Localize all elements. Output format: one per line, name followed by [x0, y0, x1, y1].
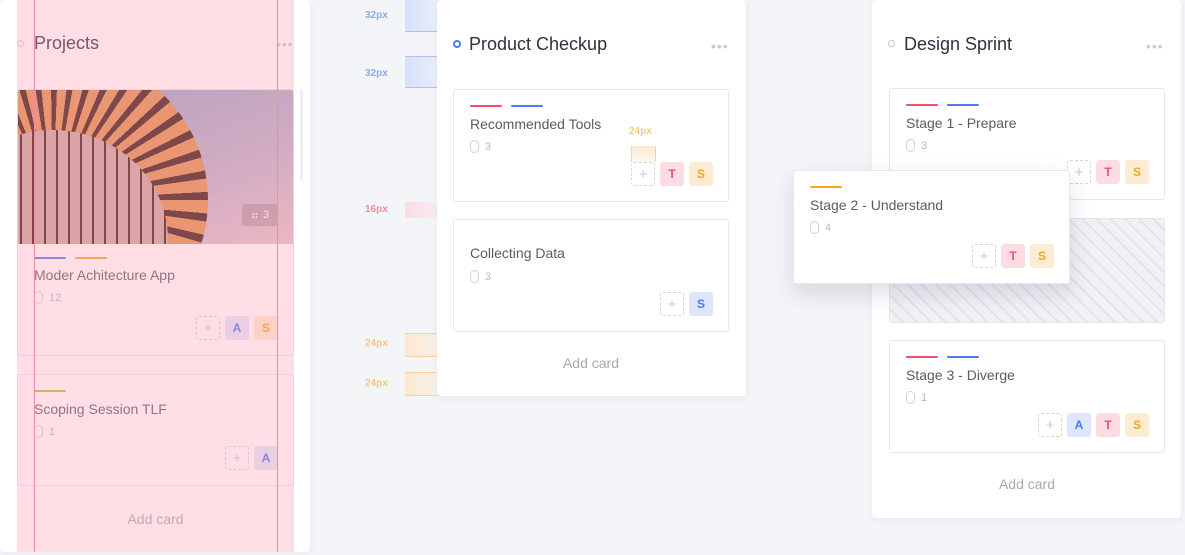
avatar[interactable]: T — [1001, 244, 1025, 268]
paperclip-icon — [906, 139, 915, 152]
dragging-card[interactable]: Stage 2 - Understand 4 + T S — [793, 170, 1070, 284]
card[interactable]: Stage 3 - Diverge 1 + A T S — [889, 340, 1165, 453]
spacing-marker — [631, 146, 656, 162]
attachment-count: 12 — [34, 291, 61, 304]
more-icon[interactable]: ••• — [711, 38, 729, 54]
add-card-button[interactable]: Add card — [127, 511, 184, 527]
avatar[interactable]: S — [689, 162, 713, 186]
grid-icon: ⠶ — [250, 209, 259, 222]
paperclip-icon — [906, 391, 915, 404]
avatar[interactable]: S — [689, 292, 713, 316]
spacing-label: 32px — [365, 10, 388, 21]
attachment-count: 4 — [810, 221, 831, 234]
guide-line — [34, 0, 35, 552]
avatar[interactable]: A — [254, 446, 278, 470]
add-card-button[interactable]: Add card — [562, 355, 620, 371]
card[interactable]: ⠶ 3 Moder Achitecture App 12 + A S — [17, 89, 294, 356]
card-title: Stage 1 - Prepare — [906, 115, 1017, 131]
add-member-button[interactable]: + — [225, 446, 249, 470]
avatar[interactable]: S — [254, 316, 278, 340]
paperclip-icon — [470, 270, 479, 283]
card-title: Recommended Tools — [470, 116, 602, 132]
paperclip-icon — [34, 425, 43, 438]
add-card-button[interactable]: Add card — [998, 476, 1056, 492]
more-icon[interactable]: ••• — [276, 36, 294, 52]
scrollbar[interactable] — [300, 89, 303, 181]
avatar[interactable]: T — [1096, 413, 1120, 437]
card-title: Moder Achitecture App — [34, 267, 175, 283]
avatar[interactable]: S — [1125, 413, 1149, 437]
card-title: Stage 2 - Understand — [810, 197, 944, 213]
card[interactable]: Recommended Tools 3 24px + T S — [453, 89, 729, 202]
paperclip-icon — [470, 140, 479, 153]
column-title: Projects — [34, 33, 100, 53]
spacing-label: 24px — [365, 378, 388, 389]
spacing-label: 24px — [629, 126, 652, 137]
attachment-count: 1 — [34, 425, 55, 438]
add-member-button[interactable]: + — [196, 316, 220, 340]
avatar[interactable]: S — [1030, 244, 1054, 268]
attachment-count: 1 — [906, 391, 927, 404]
add-member-button[interactable]: + — [631, 162, 655, 186]
column-status-icon — [453, 40, 461, 48]
spacing-label: 16px — [365, 204, 388, 215]
card[interactable]: Scoping Session TLF 1 + A — [17, 374, 294, 486]
attachment-count: 3 — [470, 140, 491, 153]
image-count-badge: ⠶ 3 — [242, 204, 278, 226]
paperclip-icon — [810, 221, 819, 234]
more-icon[interactable]: ••• — [1146, 38, 1164, 54]
add-member-button[interactable]: + — [972, 244, 996, 268]
attachment-count: 3 — [470, 270, 491, 283]
add-member-button[interactable]: + — [660, 292, 684, 316]
avatar[interactable]: T — [660, 162, 684, 186]
column-status-icon — [17, 40, 24, 47]
add-member-button[interactable]: + — [1038, 413, 1062, 437]
column-projects: Projects ••• ⠶ 3 Moder Achitecture App 12… — [0, 0, 310, 552]
card-title: Scoping Session TLF — [34, 401, 167, 417]
column-title: Product Checkup — [469, 34, 608, 54]
paperclip-icon — [34, 291, 43, 304]
avatar[interactable]: A — [225, 316, 249, 340]
avatar[interactable]: T — [1096, 160, 1120, 184]
avatar[interactable]: A — [1067, 413, 1091, 437]
spacing-label: 24px — [365, 338, 388, 349]
card-title: Stage 3 - Diverge — [906, 367, 1015, 383]
avatar[interactable]: S — [1125, 160, 1149, 184]
attachment-count: 3 — [906, 139, 927, 152]
guide-line — [277, 0, 278, 552]
card-title: Collecting Data — [470, 245, 565, 261]
add-member-button[interactable]: + — [1067, 160, 1091, 184]
card-cover-image: ⠶ 3 — [18, 90, 293, 244]
column-status-icon — [888, 40, 895, 47]
card[interactable]: Collecting Data 3 + S — [453, 219, 729, 332]
column-product-checkup: Product Checkup ••• Recommended Tools 3 … — [437, 0, 746, 396]
spacing-label: 32px — [365, 68, 388, 79]
column-title: Design Sprint — [904, 34, 1013, 54]
